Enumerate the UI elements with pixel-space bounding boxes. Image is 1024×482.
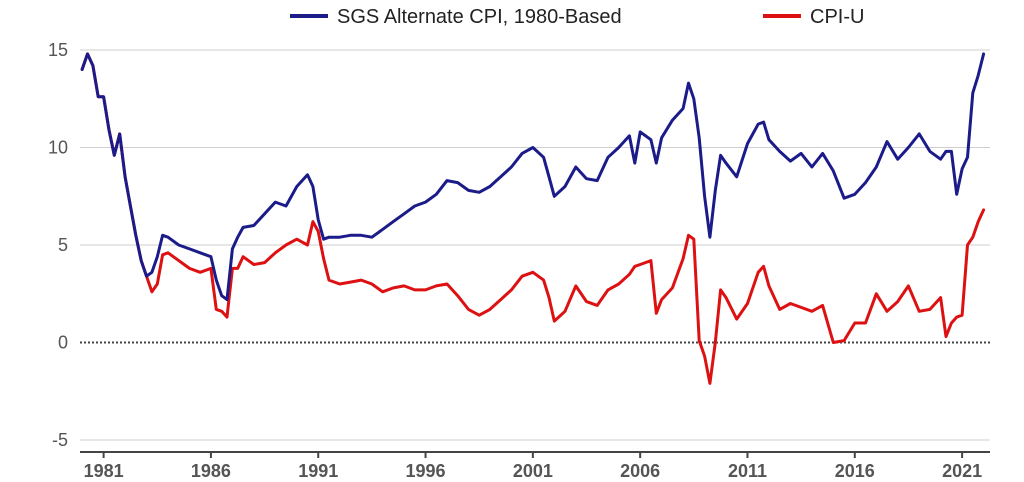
sgs-alternate-cpi-line: [80, 52, 986, 302]
y-tick-label: 10: [48, 138, 68, 158]
x-tick-label: 1991: [298, 461, 338, 481]
y-tick-label: 0: [58, 333, 68, 353]
y-tick-label: 5: [58, 235, 68, 255]
x-tick-label: 1981: [84, 461, 124, 481]
x-tick-label: 1996: [406, 461, 446, 481]
x-tick-label: 2021: [942, 461, 982, 481]
x-tick-label: 2011: [728, 461, 767, 481]
y-tick-label: -5: [52, 430, 68, 450]
x-axis: 1981 1986 1991 1996 2001 2006 2011 2016 2021: [80, 451, 990, 481]
cpi-u-line: [80, 52, 986, 385]
legend-label-cpiu: CPI-U: [810, 6, 864, 28]
x-tick-label: 1986: [191, 461, 231, 481]
legend-label-sgs: SGS Alternate CPI, 1980-Based: [337, 6, 622, 28]
series-lines: [80, 52, 986, 385]
chart-legend: SGS Alternate CPI, 1980-Based CPI-U: [290, 6, 864, 28]
y-tick-label: 15: [48, 40, 68, 60]
y-axis: -5 0 5 10 15: [48, 40, 68, 450]
horizontal-gridlines: [80, 49, 990, 441]
x-tick-label: 2001: [513, 461, 553, 481]
x-tick-label: 2006: [620, 461, 660, 481]
x-tick-label: 2016: [835, 461, 875, 481]
